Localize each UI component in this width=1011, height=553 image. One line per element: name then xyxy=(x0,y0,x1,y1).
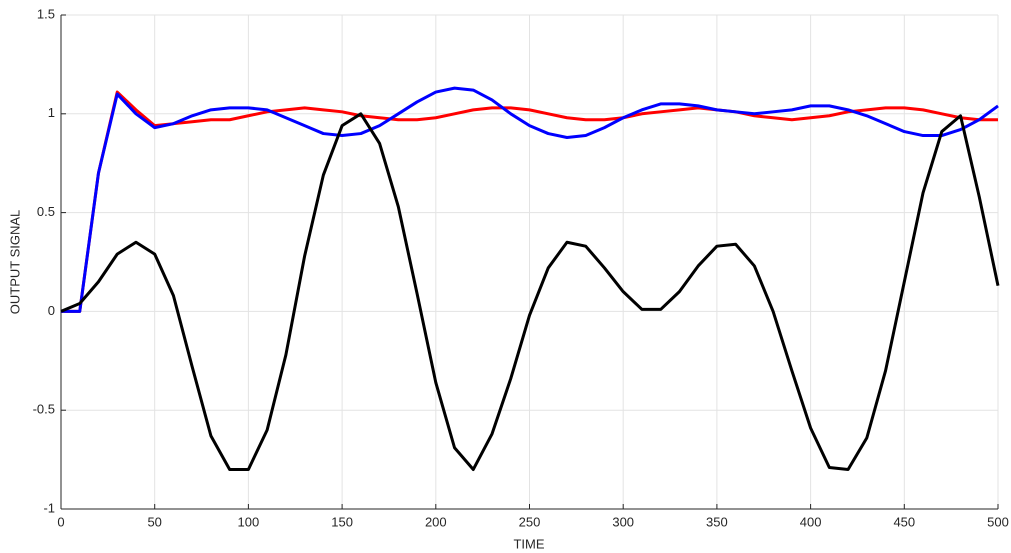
y-tick-label: -1 xyxy=(43,500,55,515)
x-tick-label: 50 xyxy=(147,514,161,529)
x-tick-label: 400 xyxy=(800,514,822,529)
x-tick-label: 250 xyxy=(519,514,541,529)
line-series xyxy=(61,86,999,313)
x-tick-label: 350 xyxy=(706,514,728,529)
y-tick-label: -0.5 xyxy=(33,402,55,417)
y-tick-label: 0 xyxy=(48,303,55,318)
line-series xyxy=(60,112,1000,471)
x-tick-label: 0 xyxy=(57,514,64,529)
x-axis-label: TIME xyxy=(513,536,544,551)
y-tick-label: 1 xyxy=(48,105,55,120)
x-tick-label: 450 xyxy=(893,514,915,529)
x-tick-label: 150 xyxy=(331,514,353,529)
x-tick-label: 200 xyxy=(425,514,447,529)
line-series xyxy=(61,90,998,313)
x-tick-label: 300 xyxy=(612,514,634,529)
y-tick-label: 1.5 xyxy=(37,6,55,21)
y-tick-label: 0.5 xyxy=(37,204,55,219)
x-tick-label: 100 xyxy=(238,514,260,529)
y-axis-label: OUTPUT SIGNAL xyxy=(7,210,22,315)
x-tick-label: 500 xyxy=(987,514,1009,529)
